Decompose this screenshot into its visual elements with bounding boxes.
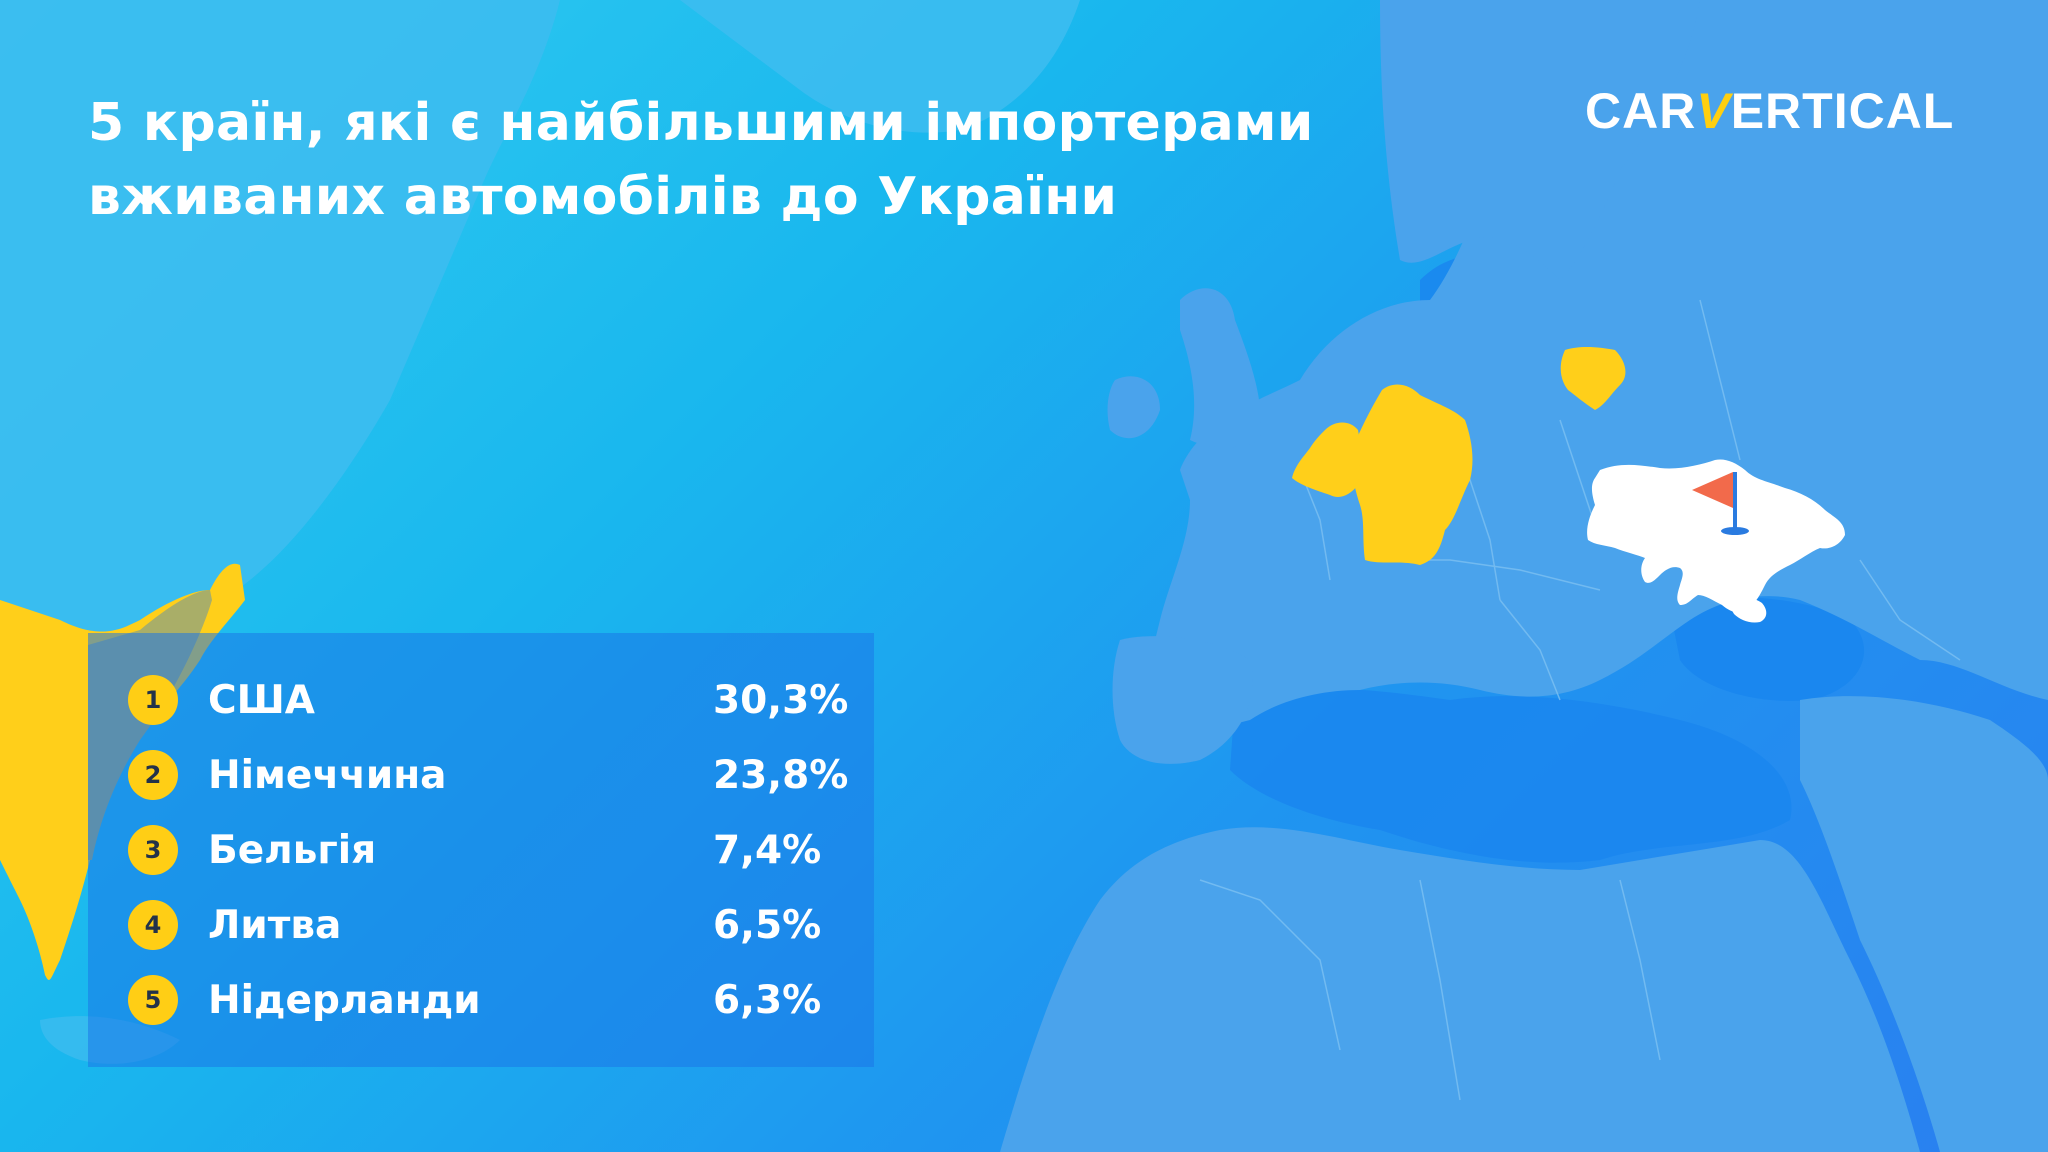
ranking-row: 3 Бельгія 7,4% (88, 820, 874, 880)
uk-land (1180, 288, 1261, 448)
north-america-land (0, 0, 560, 660)
mediterranean-sea (1230, 688, 1792, 863)
lithuania-highlight (1560, 346, 1626, 410)
rank-badge: 2 (128, 750, 178, 800)
page-title-line2: вживаних автомобілів до України (88, 167, 1118, 227)
import-share: 23,8% (713, 752, 849, 798)
germany-highlight (1351, 384, 1473, 565)
black-sea (1670, 597, 1865, 701)
ranking-row: 2 Німеччина 23,8% (88, 745, 874, 805)
middle-east-land (1800, 696, 2048, 1152)
import-share: 30,3% (713, 677, 849, 723)
ranking-row: 1 США 30,3% (88, 670, 874, 730)
country-name: Литва (208, 902, 342, 948)
ranking-row: 5 Нідерланди 6,3% (88, 970, 874, 1030)
import-share: 6,3% (713, 977, 822, 1023)
crimea-shape (1731, 597, 1767, 623)
ranking-panel: 1 США 30,3% 2 Німеччина 23,8% 3 Бельгія … (88, 633, 874, 1067)
import-share: 7,4% (713, 827, 822, 873)
carvertical-logo: CARVERTICAL (1585, 82, 1954, 142)
rank-badge: 4 (128, 900, 178, 950)
benelux-highlight (1292, 422, 1361, 497)
africa-land (1000, 827, 1920, 1152)
logo-part1: CAR (1585, 83, 1697, 139)
iberia-land (1112, 636, 1253, 764)
ukraine-shape (1587, 459, 1845, 613)
page-title: 5 країн, які є найбільшими імпортерами в… (88, 86, 1314, 234)
rank-badge: 1 (128, 675, 178, 725)
page-title-line1: 5 країн, які є найбільшими імпортерами (88, 93, 1314, 153)
country-name: Німеччина (208, 752, 447, 798)
import-share: 6,5% (713, 902, 822, 948)
rank-badge: 5 (128, 975, 178, 1025)
logo-part3: ERTICAL (1730, 83, 1955, 139)
flag-icon (1692, 472, 1749, 535)
greenland-land (680, 0, 1080, 133)
country-name: Бельгія (208, 827, 377, 873)
scandinavia-land (1380, 0, 1700, 280)
logo-v-mark: V (1696, 83, 1731, 139)
country-name: США (208, 677, 315, 723)
ranking-row: 4 Литва 6,5% (88, 895, 874, 955)
country-name: Нідерланди (208, 977, 481, 1023)
rank-badge: 3 (128, 825, 178, 875)
ireland-land (1107, 376, 1160, 439)
